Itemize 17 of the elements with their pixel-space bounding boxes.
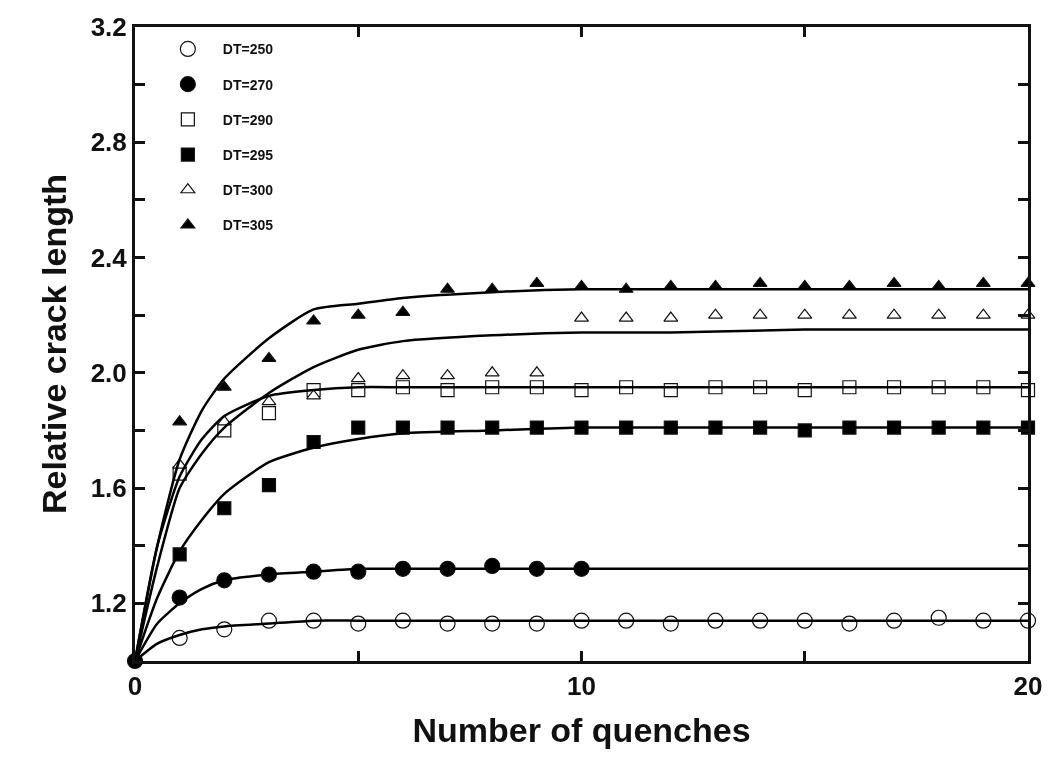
y-tick-label: 1.2 [90,588,127,619]
legend-label: DT=270 [222,76,274,93]
x-tick-label: 0 [127,671,143,702]
y-tick-label: 3.2 [90,12,127,43]
legend-label: DT=250 [222,41,274,58]
y-tick-label: 2.8 [90,127,127,158]
x-tick-label: 10 [567,671,596,702]
legend-label: DT=305 [222,217,274,234]
y-tick-label: 1.6 [90,473,127,504]
y-tick-label: 2.4 [90,242,128,273]
y-tick-label: 2.0 [90,357,127,388]
x-axis-title: Number of quenches [412,710,751,749]
y-axis-title: Relative crack length [35,173,74,515]
legend-label: DT=300 [222,182,274,199]
x-tick-label: 20 [1013,671,1043,702]
legend-label: DT=295 [222,147,274,163]
legend-label: DT=290 [222,111,274,128]
